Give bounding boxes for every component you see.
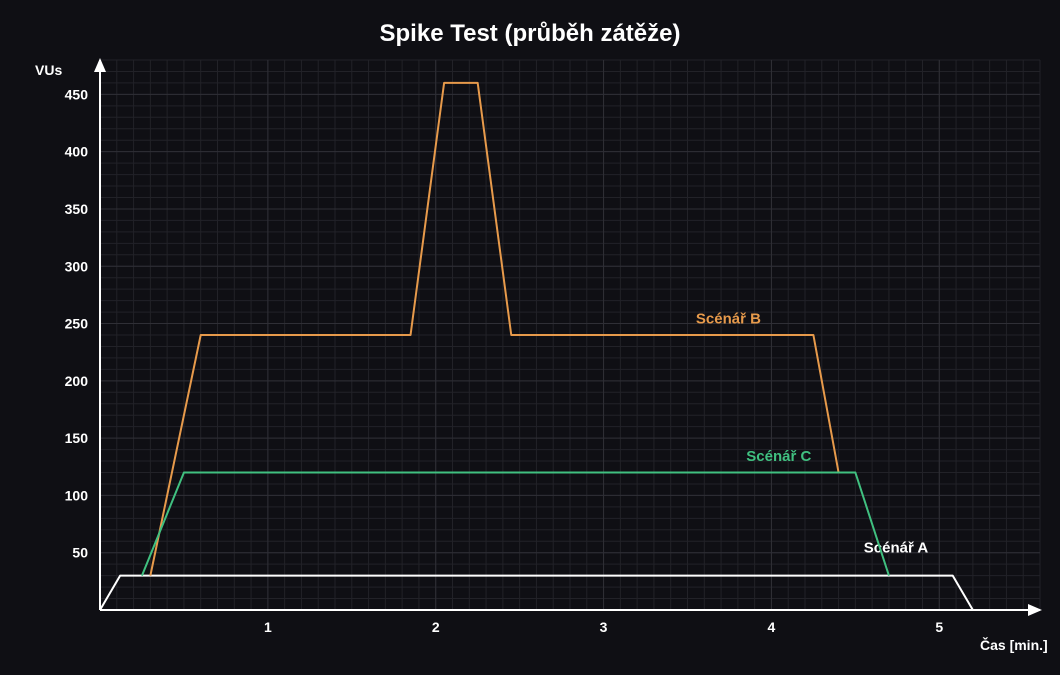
y-tick-label: 150 <box>65 430 89 446</box>
series-label: Scénář A <box>864 540 929 557</box>
x-tick-label: 3 <box>600 619 608 635</box>
y-tick-label: 450 <box>65 86 89 102</box>
y-tick-label: 350 <box>65 201 89 217</box>
y-tick-label: 100 <box>65 487 89 503</box>
x-tick-label: 4 <box>768 619 776 635</box>
chart-svg: 1 2 3 4 5 50 100 150 200 250 300 350 400 450VUs Čas [m… <box>0 0 1060 675</box>
series-label: Scénář C <box>746 448 811 465</box>
series-line-Scénář B <box>150 83 838 576</box>
y-tick-label: 300 <box>65 258 89 274</box>
series-label: Scénář B <box>696 311 761 328</box>
x-tick-label: 1 <box>264 619 272 635</box>
x-tick-label: 5 <box>935 619 943 635</box>
x-axis-label: Čas [min.] <box>980 636 1048 653</box>
y-axis-label: VUs <box>35 62 62 78</box>
y-tick-label: 50 <box>72 545 88 561</box>
y-tick-label: 250 <box>65 316 89 332</box>
spike-test-chart: Spike Test (průběh zátěže) 1234550100150… <box>0 0 1060 675</box>
x-tick-label: 2 <box>432 619 440 635</box>
y-tick-label: 200 <box>65 373 89 389</box>
series-line-Scénář C <box>142 473 889 576</box>
y-tick-label: 400 <box>65 144 89 160</box>
